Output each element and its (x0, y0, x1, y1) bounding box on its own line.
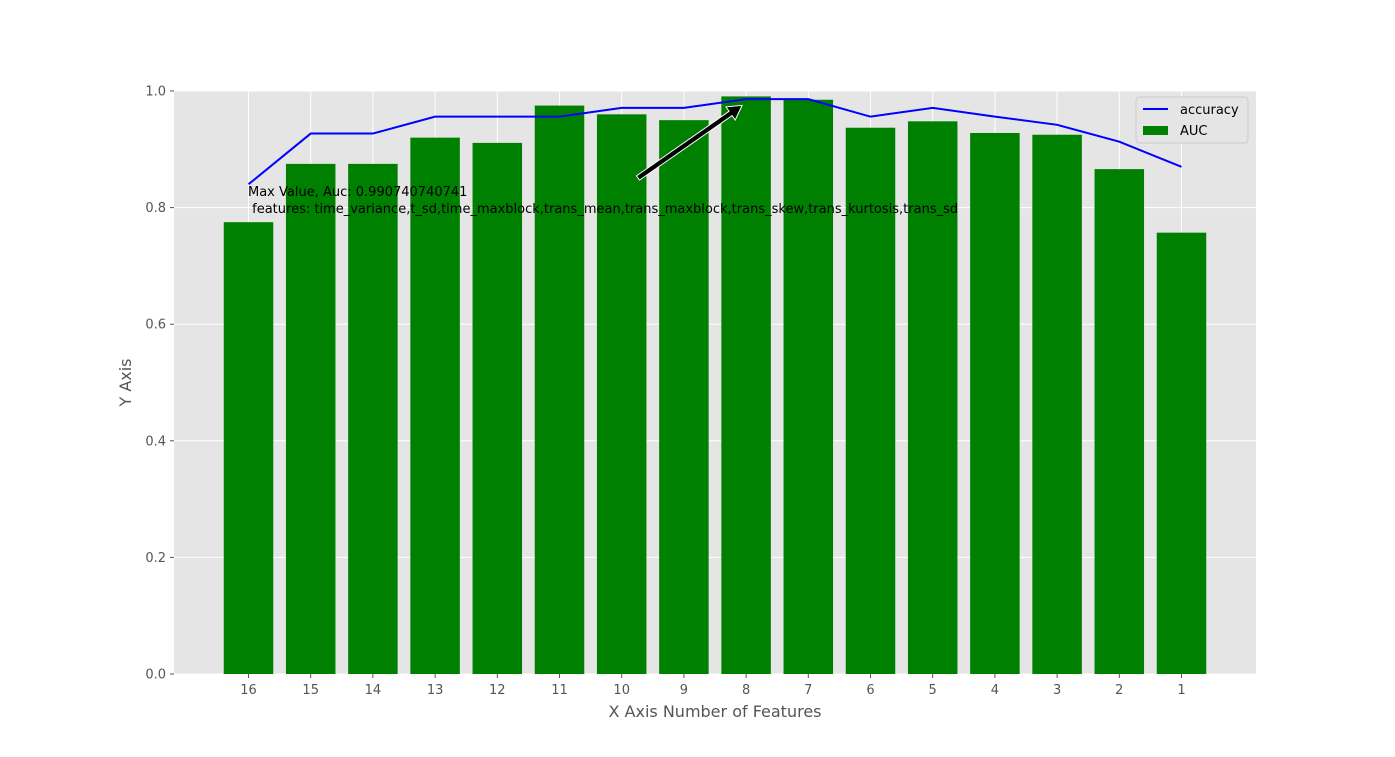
y-tick-label: 1.0 (145, 85, 166, 100)
auc-bar (348, 163, 398, 674)
x-tick-label: 1 (1177, 683, 1185, 698)
y-tick-label: 0.8 (145, 201, 166, 216)
x-axis-label: X Axis Number of Features (609, 702, 822, 721)
auc-bar (659, 120, 709, 674)
auc-bar (721, 96, 771, 675)
x-tick-label: 11 (551, 683, 568, 698)
auc-bar (1156, 232, 1207, 674)
x-tick-label: 7 (804, 683, 812, 698)
y-tick-label: 0.0 (145, 668, 166, 683)
x-tick-label: 6 (866, 683, 874, 698)
auc-bar (907, 121, 958, 675)
x-tick-label: 2 (1115, 683, 1123, 698)
annotation-arrow (635, 104, 743, 181)
x-tick-label: 3 (1053, 683, 1061, 698)
accuracy-line (247, 98, 1182, 186)
auc-bar (845, 127, 896, 674)
plot-area (174, 91, 1256, 674)
x-tick-label: 10 (613, 683, 630, 698)
x-tick-label: 12 (489, 683, 506, 698)
auc-bars (223, 96, 1207, 675)
y-axis-label: Y Axis (116, 358, 135, 407)
auc-bar (783, 99, 834, 675)
auc-bar (223, 222, 274, 675)
x-ticks: 16 15 14 13 12 11 10 9 8 7 6 5 4 3 2 1 (240, 674, 1186, 698)
y-ticks: 0.0 0.2 0.4 0.6 0.8 1.0 (145, 85, 174, 683)
x-tick-label: 8 (742, 683, 750, 698)
legend-auc-label: AUC (1180, 124, 1208, 139)
x-tick-label: 5 (929, 683, 937, 698)
x-tick-label: 9 (680, 683, 688, 698)
auc-bar (596, 114, 647, 674)
annotation-line-1: Max Value, Auc: 0.990740740741 (248, 185, 467, 200)
legend-accuracy-label: accuracy (1180, 103, 1239, 118)
x-tick-label: 14 (365, 683, 382, 698)
legend-auc-swatch (1143, 126, 1168, 135)
auc-bar (970, 132, 1020, 674)
auc-bar (1032, 134, 1082, 675)
x-tick-label: 13 (427, 683, 444, 698)
y-tick-label: 0.2 (145, 551, 166, 566)
y-tick-label: 0.4 (145, 434, 166, 449)
x-tick-label: 15 (302, 683, 319, 698)
legend: accuracy AUC (1135, 96, 1249, 144)
auc-bar (410, 137, 460, 674)
x-tick-label: 16 (240, 683, 257, 698)
annotation: Max Value, Auc: 0.990740740741 features:… (248, 104, 958, 217)
y-tick-label: 0.6 (145, 318, 166, 333)
auc-bar (534, 105, 585, 674)
x-tick-label: 4 (991, 683, 999, 698)
auc-bar (285, 163, 336, 674)
auc-bar (472, 142, 523, 675)
accuracy-line-group (247, 98, 1182, 186)
auc-bar (1094, 169, 1145, 674)
annotation-line-2: features: time_variance,t_sd,time_maxblo… (248, 202, 958, 217)
